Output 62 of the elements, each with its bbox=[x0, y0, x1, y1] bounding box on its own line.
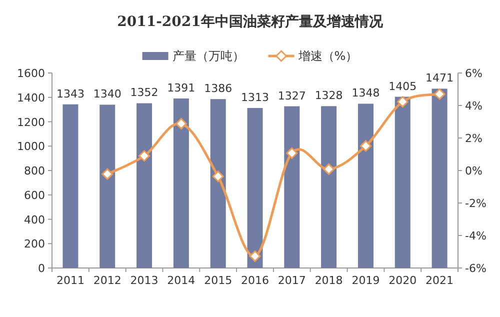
y-tick-label: 1000 bbox=[17, 140, 45, 154]
y-tick-label: 400 bbox=[24, 213, 45, 226]
point bbox=[434, 88, 446, 100]
legend-label: 增速（%） bbox=[297, 49, 358, 63]
bar bbox=[173, 98, 189, 268]
x-tick-label: 2017 bbox=[278, 274, 306, 287]
x-tick-label: 2018 bbox=[314, 274, 343, 287]
y-tick-label: 1400 bbox=[17, 91, 45, 104]
data-label: 1471 bbox=[426, 72, 454, 85]
chart-title: 2011-2021年中国油菜籽产量及增速情况 bbox=[117, 13, 384, 30]
bar bbox=[358, 104, 374, 268]
point bbox=[360, 140, 372, 152]
point bbox=[102, 168, 114, 180]
bar bbox=[284, 106, 300, 268]
y2-tick-label: -6% bbox=[465, 262, 486, 275]
y2-tick-label: 2% bbox=[465, 132, 482, 145]
y2-tick-label: 4% bbox=[465, 100, 482, 112]
bar bbox=[394, 96, 410, 268]
y-tick-label: 0 bbox=[38, 262, 45, 275]
bar bbox=[247, 108, 263, 268]
point bbox=[249, 250, 261, 262]
data-label: 1340 bbox=[93, 88, 122, 101]
bar bbox=[432, 88, 448, 268]
data-label: 1327 bbox=[278, 89, 306, 102]
data-label: 1343 bbox=[56, 87, 84, 100]
bar bbox=[210, 99, 226, 268]
bar bbox=[136, 103, 152, 268]
x-tick-label: 2021 bbox=[426, 274, 454, 287]
x-tick-label: 2016 bbox=[241, 274, 269, 287]
point bbox=[138, 150, 150, 162]
data-label: 1405 bbox=[388, 80, 417, 93]
y-tick-label: 1600 bbox=[17, 67, 45, 80]
data-label: 1348 bbox=[352, 86, 380, 100]
bar bbox=[321, 106, 337, 268]
data-label: 1352 bbox=[130, 86, 158, 100]
y2-tick-label: 0% bbox=[465, 164, 482, 178]
point bbox=[286, 147, 298, 159]
bar bbox=[62, 104, 78, 268]
x-tick-label: 2019 bbox=[352, 274, 380, 287]
point bbox=[212, 170, 224, 182]
bar bbox=[100, 104, 116, 268]
x-tick-label: 2020 bbox=[388, 274, 417, 287]
x-tick-label: 2012 bbox=[93, 274, 122, 287]
y-tick-label: 1200 bbox=[17, 116, 45, 129]
point bbox=[323, 163, 335, 175]
x-tick-label: 2014 bbox=[167, 274, 196, 287]
data-label: 1313 bbox=[241, 90, 269, 104]
x-tick-label: 2011 bbox=[56, 274, 84, 287]
x-tick-label: 2013 bbox=[130, 274, 158, 287]
legend-label: 产量（万吨） bbox=[172, 49, 244, 63]
data-label: 1328 bbox=[314, 89, 343, 102]
data-label: 1386 bbox=[204, 82, 232, 96]
data-label: 1391 bbox=[167, 81, 196, 94]
y-tick-label: 600 bbox=[24, 188, 45, 202]
point bbox=[175, 118, 187, 130]
x-tick-label: 2015 bbox=[204, 274, 232, 287]
y-tick-label: 200 bbox=[24, 238, 45, 251]
point bbox=[396, 96, 408, 108]
y2-tick-label: -2% bbox=[465, 197, 486, 210]
y2-tick-label: -4% bbox=[465, 230, 486, 242]
y2-tick-label: 6% bbox=[465, 67, 482, 80]
y-tick-label: 800 bbox=[24, 164, 45, 178]
